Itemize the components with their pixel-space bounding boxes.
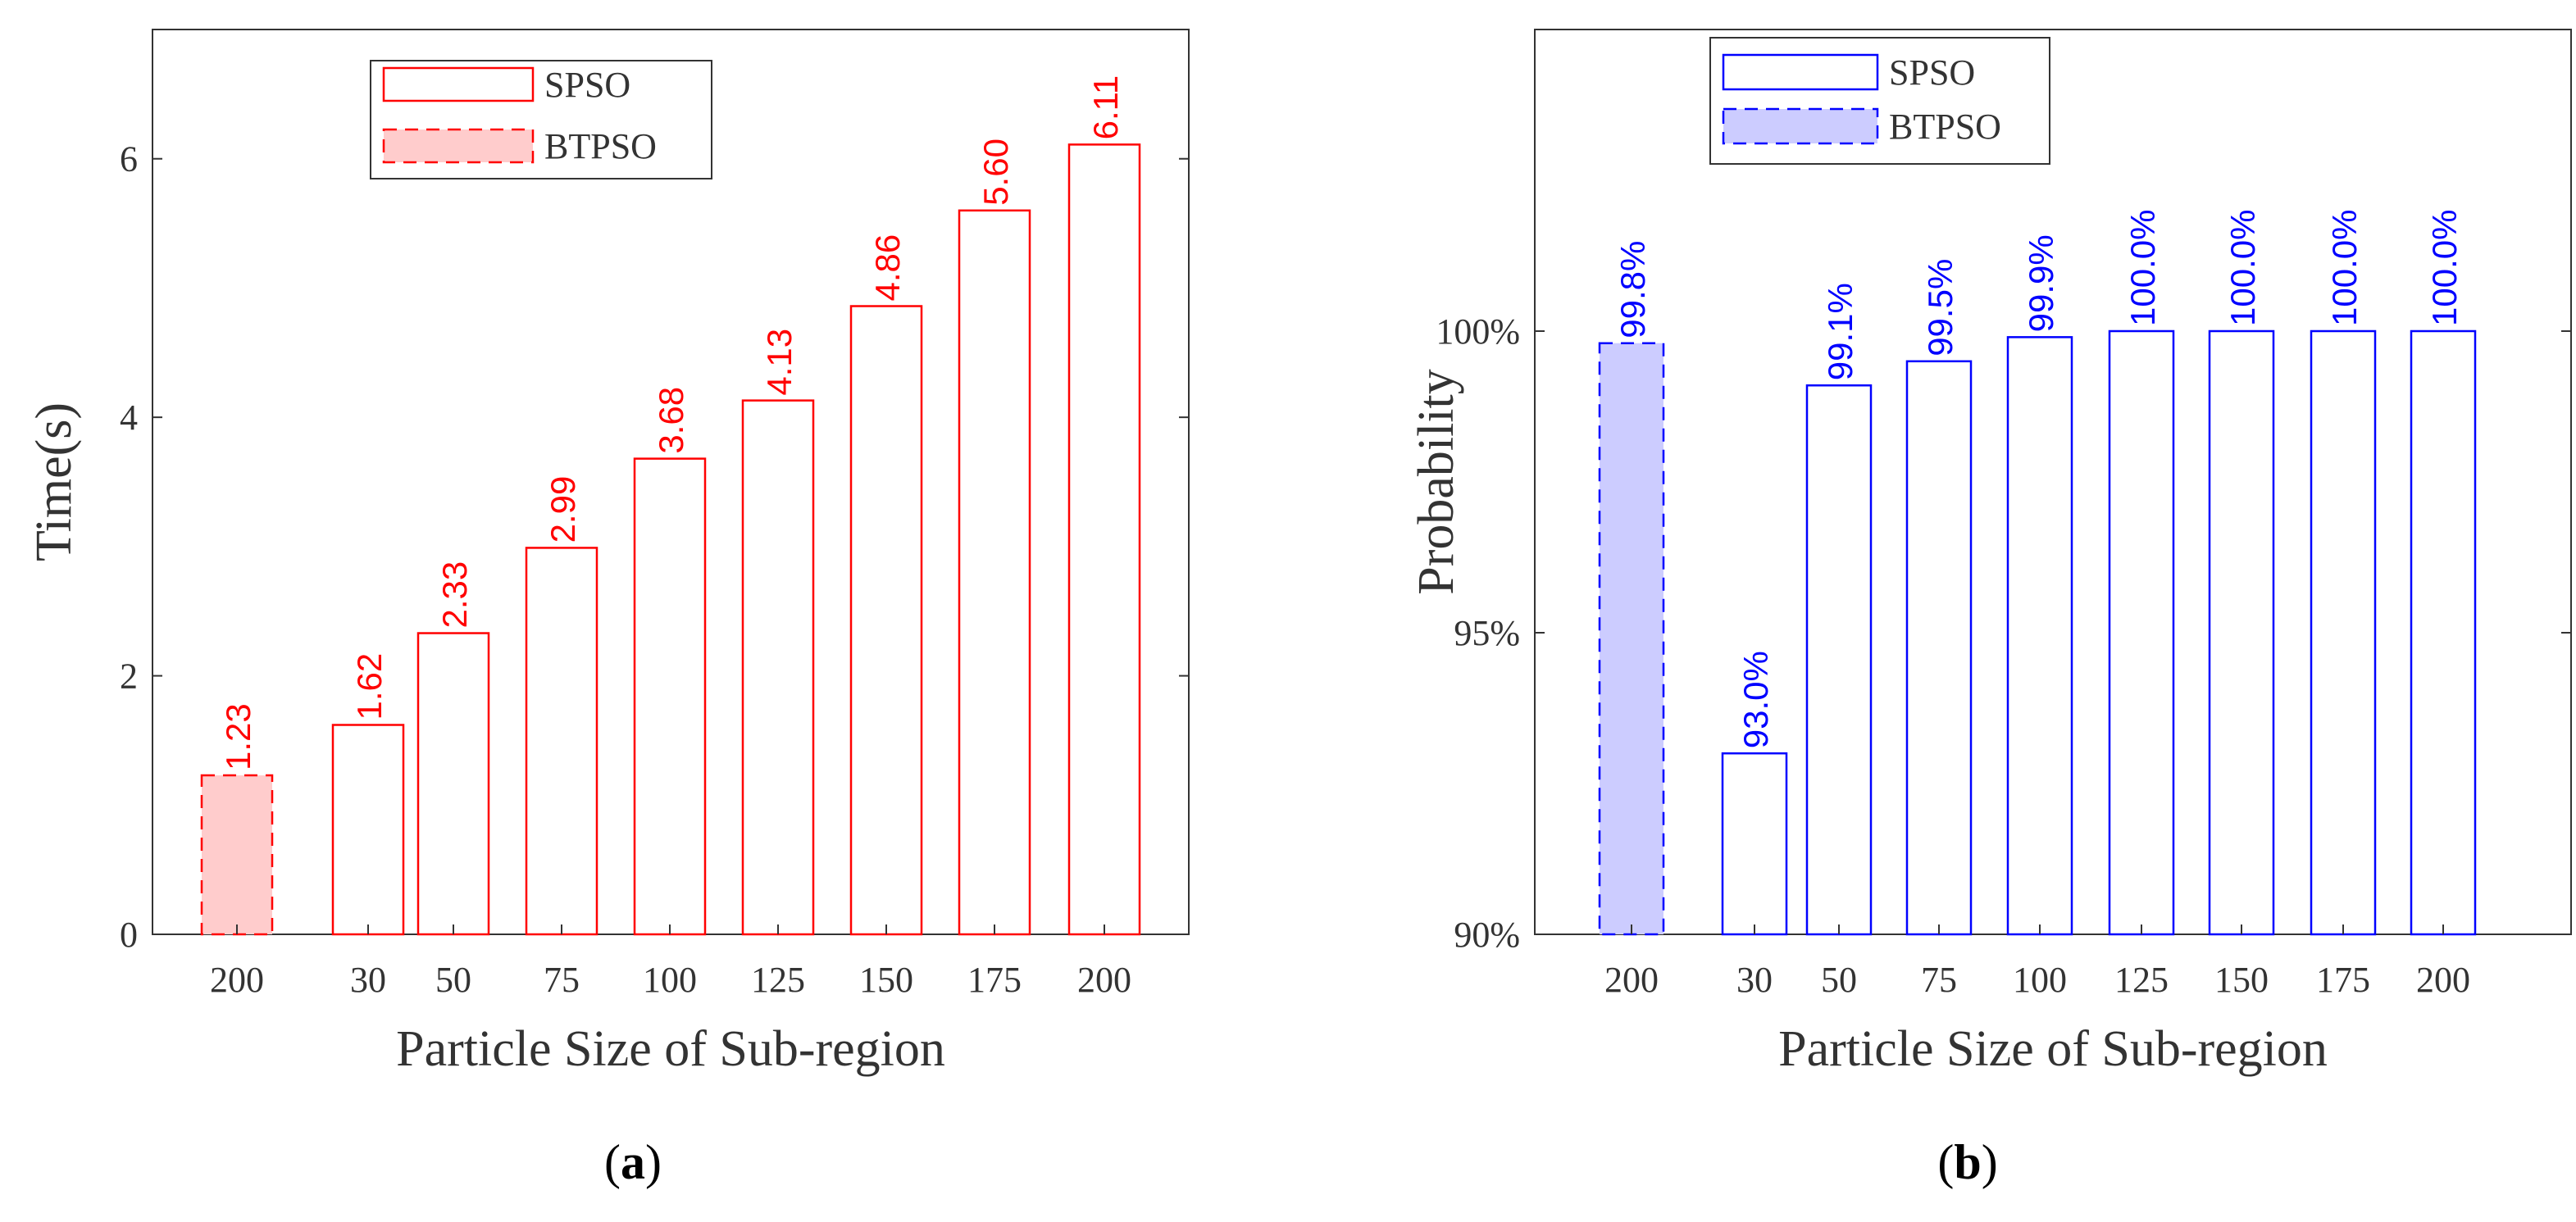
subfigure-caption: (b) <box>1937 1135 1997 1189</box>
bar-spso <box>1067 143 1141 936</box>
data-label: 2.99 <box>544 476 582 543</box>
legend: SPSO BTPSO <box>1709 37 2050 165</box>
y-tick-label: 6 <box>120 139 138 179</box>
y-tick-label: 4 <box>120 397 138 438</box>
legend-label-spso: SPSO <box>544 65 630 105</box>
data-label: 5.60 <box>976 139 1015 206</box>
chart-b: 90% 95% 100% 200 99.8% 30 93.0% 50 99.1% 75 99.5% 1… <box>1409 29 2572 1189</box>
data-label: 4.13 <box>760 329 799 396</box>
x-tick-label: 200 <box>1604 960 1659 1000</box>
data-label: 100.0% <box>2123 210 2162 326</box>
data-label: 99.1% <box>1821 283 1859 380</box>
x-tick-label: 150 <box>859 960 913 1000</box>
bar-spso <box>633 457 707 936</box>
bar-spso <box>2410 329 2477 936</box>
x-tick-label: 75 <box>544 960 580 1000</box>
subfigure-caption: (a) <box>604 1135 662 1189</box>
bar-spso <box>1805 384 1873 936</box>
bar-spso <box>2006 336 2073 936</box>
legend-label-spso: SPSO <box>1889 52 1975 93</box>
data-label: 99.8% <box>1613 241 1652 338</box>
bar-spso <box>331 724 405 936</box>
bar-spso <box>416 632 490 936</box>
data-label: 100.0% <box>2425 210 2464 326</box>
x-tick-label: 50 <box>435 960 471 1000</box>
x-tick-label: 30 <box>1736 960 1773 1000</box>
data-label: 99.5% <box>1921 259 1959 357</box>
plot-frame <box>1534 29 2572 935</box>
y-axis-label: Time(s) <box>26 402 82 561</box>
chart-a: 0 2 4 6 200 1.23 30 1.62 50 2.33 75 2.99 100 3.68 125 4… <box>26 29 1190 1189</box>
bar-btpso <box>200 774 274 936</box>
x-axis-label: Particle Size of Sub-region <box>396 1021 945 1077</box>
bar-spso <box>2310 329 2377 936</box>
bar-btpso <box>1598 342 1665 936</box>
data-label: 93.0% <box>1736 651 1775 748</box>
x-tick-label: 200 <box>2416 960 2470 1000</box>
y-axis-label: Probability <box>1409 369 1464 595</box>
y-tick-label: 95% <box>1454 613 1520 653</box>
data-label: 3.68 <box>652 387 690 454</box>
legend-label-btpso: BTPSO <box>1889 107 2001 147</box>
y-tick-label: 0 <box>120 915 138 955</box>
bar-spso <box>1905 360 1973 936</box>
data-label: 4.86 <box>868 234 907 302</box>
x-tick-label: 175 <box>967 960 1022 1000</box>
bar-spso <box>849 305 923 936</box>
y-tick-label: 90% <box>1454 915 1520 955</box>
legend-swatch-spso <box>382 66 535 102</box>
data-label: 1.23 <box>219 703 257 770</box>
x-axis-label: Particle Size of Sub-region <box>1778 1021 2328 1077</box>
y-tick-label: 2 <box>120 656 138 697</box>
x-tick-label: 175 <box>2316 960 2370 1000</box>
x-tick-label: 125 <box>2114 960 2169 1000</box>
bar-spso <box>741 399 815 936</box>
data-label: 100.0% <box>2223 210 2262 326</box>
x-tick-label: 100 <box>643 960 697 1000</box>
x-tick-label: 150 <box>2214 960 2269 1000</box>
bar-spso <box>958 209 1031 936</box>
bar-spso <box>2208 329 2275 936</box>
data-label: 2.33 <box>435 561 474 629</box>
y-tick-label: 100% <box>1436 311 1520 352</box>
legend: SPSO BTPSO <box>370 60 712 179</box>
x-tick-label: 125 <box>751 960 805 1000</box>
legend-swatch-btpso <box>1722 107 1879 145</box>
x-tick-label: 50 <box>1821 960 1857 1000</box>
bar-spso <box>2108 329 2175 936</box>
bar-spso <box>525 547 598 936</box>
legend-label-btpso: BTPSO <box>544 126 657 166</box>
data-label: 6.11 <box>1086 75 1125 140</box>
x-tick-label: 100 <box>2013 960 2067 1000</box>
bar-spso <box>1721 752 1788 936</box>
x-tick-label: 75 <box>1921 960 1957 1000</box>
x-tick-label: 30 <box>350 960 386 1000</box>
data-label: 1.62 <box>350 653 389 720</box>
data-label: 100.0% <box>2325 210 2364 326</box>
x-tick-label: 200 <box>210 960 264 1000</box>
data-label: 99.9% <box>2022 234 2060 332</box>
legend-swatch-btpso <box>382 128 535 164</box>
legend-swatch-spso <box>1722 53 1879 91</box>
x-tick-label: 200 <box>1077 960 1131 1000</box>
